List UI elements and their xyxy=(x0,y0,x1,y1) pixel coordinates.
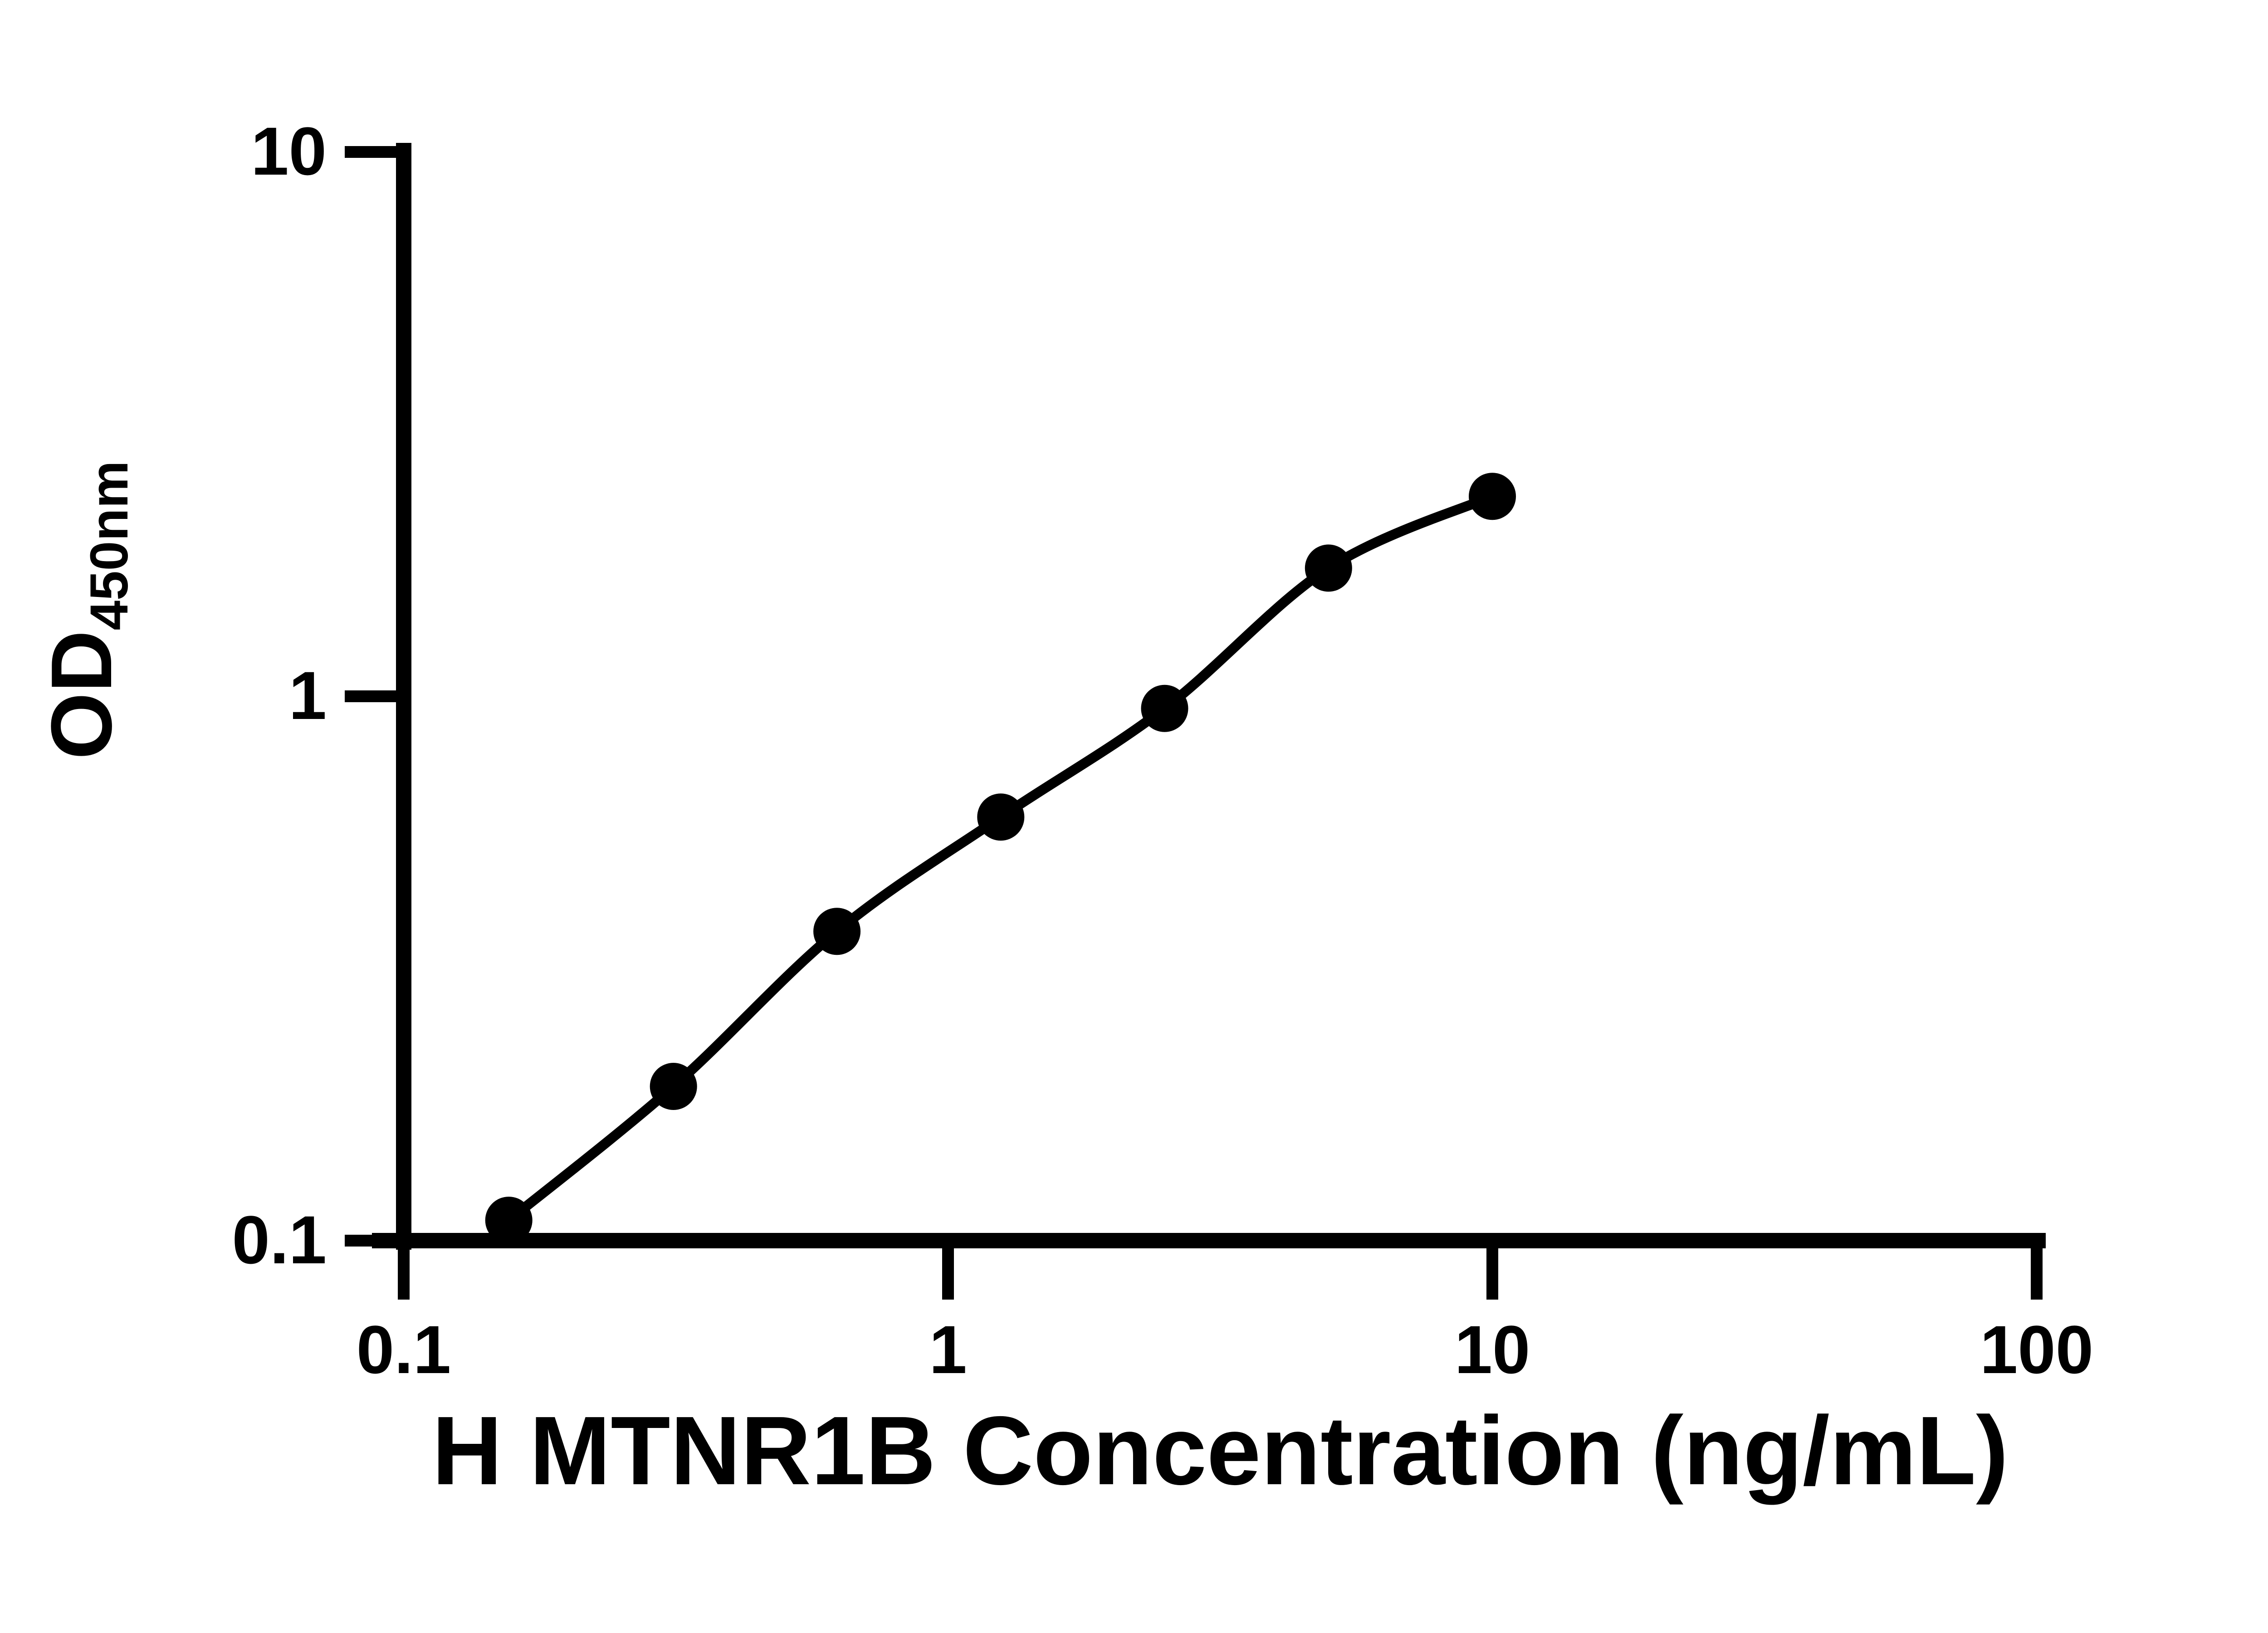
x-axis-title: H MTNR1B Concentration (ng/mL) xyxy=(432,1396,2009,1505)
y-tick-label-1: 1 xyxy=(288,657,327,733)
data-series xyxy=(485,473,1516,1244)
data-point xyxy=(977,793,1025,841)
data-point xyxy=(1469,473,1516,520)
y-axis-title-subscript: 450nm xyxy=(79,460,139,631)
series-markers xyxy=(485,473,1516,1244)
data-point xyxy=(1305,544,1352,592)
data-point xyxy=(813,908,861,955)
data-point xyxy=(1141,684,1188,732)
x-axis-ticks xyxy=(398,1241,2043,1300)
x-tick-label-1: 1 xyxy=(929,1311,967,1388)
data-point xyxy=(650,1063,697,1110)
y-axis-title-main: OD xyxy=(34,630,130,760)
y-axis-ticks xyxy=(345,146,404,1247)
y-axis-title: OD450nm xyxy=(34,293,139,928)
x-tick-label-10: 10 xyxy=(1454,1311,1530,1388)
data-point xyxy=(485,1197,533,1244)
series-line xyxy=(503,491,1497,1226)
x-tick-label-100: 100 xyxy=(1980,1311,2094,1388)
x-tick-label-0-1: 0.1 xyxy=(356,1311,451,1388)
y-tick-label-10: 10 xyxy=(251,113,327,189)
y-tick-label-0-1: 0.1 xyxy=(232,1202,327,1278)
